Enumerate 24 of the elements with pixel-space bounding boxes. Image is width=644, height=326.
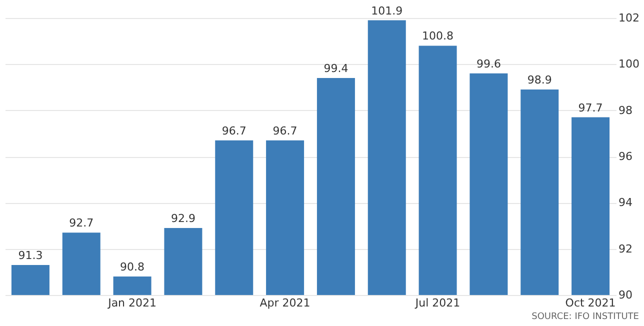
- data-label: 90.8: [120, 260, 145, 274]
- x-tick-label: Jan 2021: [107, 296, 157, 310]
- data-label: 97.7: [578, 101, 603, 114]
- y-tick-label: 102: [618, 12, 640, 24]
- x-tick-label: Apr 2021: [260, 296, 310, 310]
- y-tick-label: 100: [618, 58, 640, 71]
- data-label: 91.3: [18, 248, 43, 262]
- source-note: SOURCE: IFO INSTITUTE: [532, 312, 640, 322]
- data-label: 92.7: [69, 216, 94, 230]
- data-label: 100.8: [422, 30, 454, 43]
- data-label: 101.9: [371, 4, 403, 18]
- x-tick-label: Oct 2021: [565, 296, 616, 310]
- data-label: 98.9: [527, 74, 552, 87]
- y-tick-label: 92: [618, 242, 632, 256]
- data-label: 92.9: [170, 212, 196, 226]
- x-tick-label: Jul 2021: [414, 296, 460, 310]
- data-label: 96.7: [272, 124, 298, 138]
- y-tick-label: 96: [618, 150, 632, 163]
- y-tick-label: 90: [618, 288, 632, 302]
- data-label: 99.4: [324, 62, 348, 76]
- data-label: 99.6: [476, 57, 501, 70]
- data-label: 96.7: [222, 124, 246, 138]
- y-tick-label: 98: [618, 104, 632, 117]
- y-tick-label: 94: [618, 196, 632, 210]
